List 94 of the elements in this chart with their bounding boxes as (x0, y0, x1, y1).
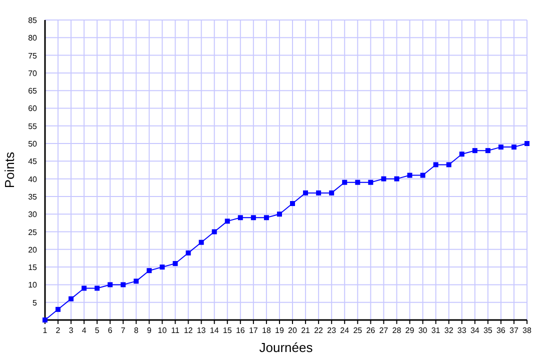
x-tick-label: 2 (56, 326, 61, 335)
x-tick-label: 29 (405, 326, 415, 335)
point (407, 172, 412, 178)
y-tick-label: 70 (28, 68, 38, 78)
point (264, 215, 269, 220)
y-tick-label: 60 (28, 104, 38, 114)
point (290, 201, 296, 206)
point (82, 286, 87, 291)
point (68, 296, 74, 302)
x-tick-label: 7 (120, 326, 126, 335)
point (108, 282, 113, 288)
x-tick-label: 28 (392, 326, 402, 335)
x-tick-label: 5 (94, 326, 100, 335)
point (160, 264, 165, 270)
x-axis-title: Journées (259, 340, 314, 355)
x-tick-label: 33 (457, 326, 467, 335)
point (485, 148, 490, 154)
x-tick-label: 30 (418, 326, 428, 335)
y-tick-label: 55 (28, 122, 38, 131)
x-tick-label: 8 (134, 326, 139, 335)
point (198, 240, 204, 245)
y-tick-label: 50 (28, 140, 38, 149)
point (498, 144, 504, 150)
point (94, 286, 100, 291)
x-tick-label: 32 (444, 326, 454, 335)
x-tick-label: 24 (340, 326, 350, 335)
point (511, 144, 516, 150)
x-tick-label: 4 (82, 326, 87, 335)
x-tick-label: 26 (366, 326, 376, 335)
point (56, 306, 61, 312)
point (446, 162, 452, 168)
y-tick-label: 15 (28, 263, 38, 272)
y-tick-label: 45 (28, 157, 38, 166)
y-tick-label: 75 (28, 51, 38, 60)
x-tick-label: 1 (42, 326, 48, 335)
x-tick-label: 21 (301, 326, 311, 335)
x-tick-label: 27 (379, 326, 389, 335)
point (303, 190, 308, 196)
point (459, 152, 464, 157)
x-tick-label: 12 (184, 326, 194, 335)
point (250, 215, 256, 220)
point (146, 268, 152, 274)
point (276, 212, 282, 217)
y-tick-label: 30 (28, 210, 38, 220)
x-tick-label: 31 (431, 326, 441, 335)
x-tick-label: 22 (314, 326, 324, 335)
y-tick-label: 80 (28, 34, 38, 43)
point (420, 172, 426, 178)
x-tick-label: 35 (483, 326, 493, 335)
x-tick-label: 36 (496, 326, 506, 335)
y-tick-label: 20 (28, 245, 38, 254)
x-tick-label: 38 (522, 326, 532, 335)
y-tick-label: 35 (28, 192, 38, 202)
point (342, 180, 348, 185)
point (381, 176, 386, 182)
x-tick-label: 17 (248, 326, 258, 335)
y-tick-label: 10 (28, 280, 38, 290)
point (238, 215, 243, 220)
x-tick-label: 10 (158, 326, 168, 335)
x-tick-label: 23 (327, 326, 337, 335)
x-tick-label: 25 (353, 326, 363, 335)
point (120, 282, 126, 288)
x-tick-label: 11 (171, 326, 180, 335)
x-tick-label: 13 (196, 326, 206, 335)
y-tick-label: 5 (32, 298, 38, 308)
x-tick-label: 34 (470, 326, 480, 335)
point (316, 190, 322, 196)
x-tick-label: 16 (236, 326, 246, 335)
point (329, 190, 334, 196)
point (355, 180, 360, 185)
point (394, 176, 400, 182)
y-axis-title: Points (2, 151, 17, 188)
point (224, 218, 230, 224)
point (172, 261, 178, 266)
x-tick-label: 15 (222, 326, 232, 335)
x-tick-label: 19 (275, 326, 284, 335)
y-tick-label: 40 (28, 174, 38, 184)
point (368, 180, 374, 185)
point (186, 250, 191, 256)
x-tick-label: 3 (68, 326, 74, 335)
point (433, 162, 438, 168)
point (472, 148, 478, 154)
point (212, 229, 217, 234)
y-tick-label: 65 (28, 86, 38, 96)
y-tick-label: 85 (28, 16, 38, 25)
x-tick-label: 18 (262, 326, 272, 335)
x-tick-label: 37 (510, 326, 519, 335)
x-tick-label: 9 (146, 326, 152, 335)
x-tick-label: 20 (288, 326, 298, 335)
point (134, 278, 139, 284)
x-tick-label: 6 (108, 326, 113, 335)
point (524, 141, 530, 146)
y-tick-label: 25 (28, 228, 38, 237)
x-tick-label: 14 (210, 326, 220, 335)
